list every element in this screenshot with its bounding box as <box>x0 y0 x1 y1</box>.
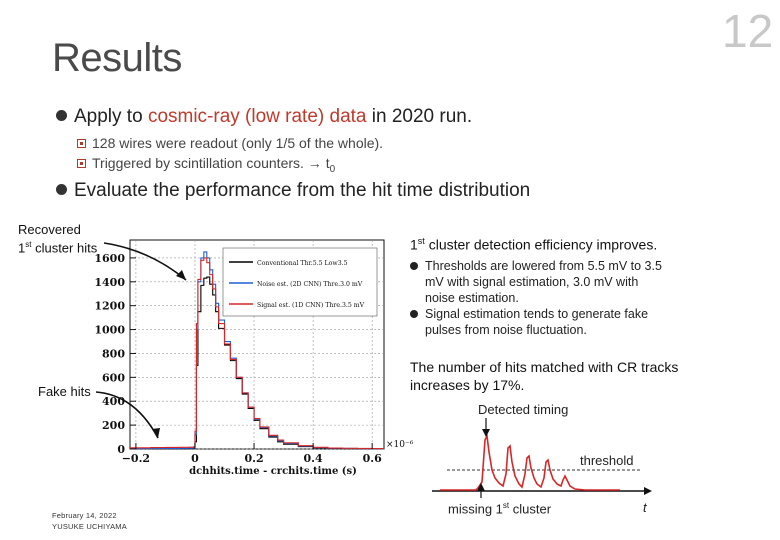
t0-subscript: 0 <box>329 163 336 175</box>
footer-author: YUSUKE UCHIYAMA <box>52 522 127 531</box>
footer-date: February 14, 2022 <box>52 511 117 520</box>
axis-arrow-icon <box>644 487 652 495</box>
slide-number: 12 <box>722 5 774 57</box>
bullet-text-suffix: in 2020 run. <box>366 106 473 127</box>
sub-bullet-trigger: Triggered by scintillation counters. → t… <box>77 155 335 175</box>
x-axis-label: dchhits.time - crchits.time (s) <box>189 466 357 477</box>
square-bullet-icon <box>77 139 86 148</box>
bullet-text-prefix: Apply to <box>74 106 148 127</box>
efficiency-heading: 1st cluster detection efficiency improve… <box>410 236 658 253</box>
waveform-trace <box>440 433 620 491</box>
y-tick-label: 600 <box>102 371 125 384</box>
fake-hits-label: Fake hits <box>38 384 91 399</box>
series-line-3 <box>130 257 384 450</box>
y-tick-label: 1200 <box>94 300 125 313</box>
sub-bullet-wires: 128 wires were readout (only 1/5 of the … <box>77 135 383 151</box>
x-tick-label: 0 <box>191 452 199 465</box>
y-tick-label: 200 <box>102 419 125 432</box>
arrowhead-icon <box>176 270 186 280</box>
bullet-dot-icon <box>410 310 418 318</box>
square-bullet-icon <box>77 159 86 168</box>
sub-bullet-text: 128 wires were readout (only 1/5 of the … <box>92 135 384 151</box>
detected-timing-label: Detected timing <box>478 402 569 417</box>
y-tick-label: 1000 <box>94 324 125 337</box>
y-tick-label: 1400 <box>94 276 125 289</box>
y-tick-label: 1600 <box>94 252 125 265</box>
arrowhead-icon <box>482 429 490 437</box>
sub-bullet-text: Triggered by scintillation counters. → t <box>92 155 330 171</box>
y-tick-label: 0 <box>117 443 125 456</box>
bullet-highlight: cosmic-ray (low rate) data <box>147 106 367 127</box>
recovered-line2: 1st cluster hits <box>18 240 98 256</box>
missing-cluster-label: missing 1st cluster <box>448 501 552 517</box>
list-item-text: Signal estimation tends to generate fake… <box>425 307 649 337</box>
threshold-label: threshold <box>580 453 634 468</box>
x-exponent-label: ×10⁻⁶ <box>386 440 414 450</box>
legend-entry: Noise est. (2D CNN) Thre.3.0 mV <box>257 281 363 288</box>
legend-entry: Conventional Thr.5.5 Low3.5 <box>257 260 348 267</box>
bullet-cosmic-ray: Apply to cosmic-ray (low rate) data in 2… <box>56 106 472 128</box>
x-tick-label: 0.6 <box>363 452 382 465</box>
arrowhead-icon <box>477 483 485 491</box>
y-tick-label: 800 <box>102 347 125 360</box>
time-axis-label: t <box>643 500 647 515</box>
bullet-dot-icon <box>410 262 418 270</box>
recovered-line1: Recovered <box>18 222 81 237</box>
x-tick-label: 0.2 <box>244 452 263 465</box>
x-tick-label: 0.4 <box>304 452 323 465</box>
list-item: Thresholds are lowered from 5.5 mV to 3.… <box>410 258 668 306</box>
legend-entry: Signal est. (1D CNN) Thre.3.5 mV <box>257 302 365 309</box>
bullet-dot-icon <box>56 110 67 121</box>
efficiency-list: Thresholds are lowered from 5.5 mV to 3.… <box>410 258 668 338</box>
bullet-evaluate: Evaluate the performance from the hit ti… <box>56 180 530 202</box>
bullet-dot-icon <box>56 184 67 195</box>
matched-hits-text: The number of hits matched with CR track… <box>410 359 679 393</box>
recovered-hits-label: Recovered 1st cluster hits <box>18 222 97 255</box>
slide-title: Results <box>52 36 182 80</box>
list-item-text: Thresholds are lowered from 5.5 mV to 3.… <box>425 259 662 305</box>
bullet-text: Evaluate the performance from the hit ti… <box>74 180 531 201</box>
arrowhead-icon <box>152 428 160 438</box>
list-item: Signal estimation tends to generate fake… <box>410 306 668 338</box>
x-tick-label: −0.2 <box>122 452 150 465</box>
